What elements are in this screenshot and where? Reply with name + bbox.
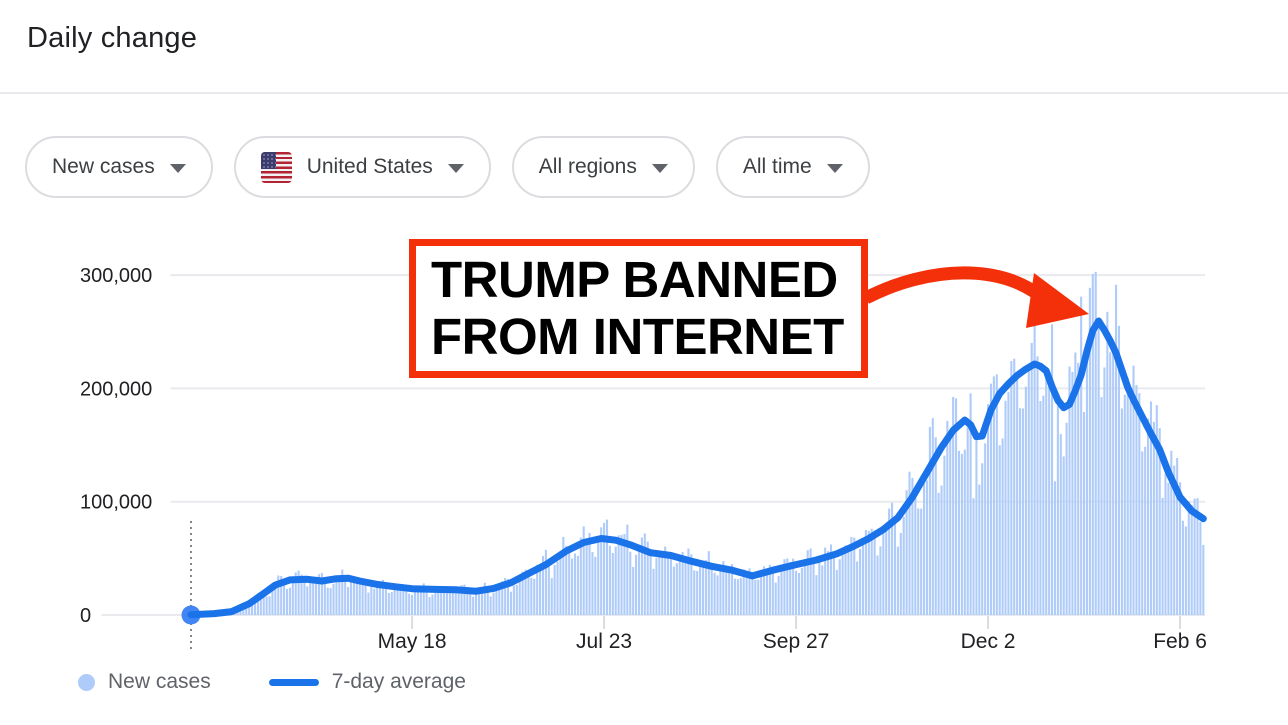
svg-text:Dec 2: Dec 2 (961, 630, 1016, 653)
filter-metric-label: New cases (52, 155, 155, 178)
legend-new-cases: New cases (78, 670, 211, 694)
svg-text:Sep 27: Sep 27 (763, 630, 830, 653)
chevron-down-icon (651, 164, 668, 173)
filter-region-label: All regions (538, 155, 637, 178)
filter-time-label: All time (742, 155, 812, 178)
legend-7day-average-label: 7-day average (331, 670, 466, 693)
chevron-down-icon (447, 164, 464, 173)
filter-country-label: United States (306, 155, 433, 178)
svg-text:0: 0 (80, 605, 91, 627)
start-marker (181, 521, 201, 653)
filter-country[interactable]: United States (233, 136, 491, 198)
svg-text:300,000: 300,000 (80, 265, 152, 287)
svg-text:200,000: 200,000 (80, 378, 152, 400)
y-axis-labels: 0 100,000 200,000 300,000 (80, 265, 152, 627)
seven-day-average-swatch (268, 678, 319, 686)
x-axis: May 18 Jul 23 Sep 27 Dec 2 Feb 6 (378, 616, 1207, 653)
annotation-line1: TRUMP BANNED (431, 251, 838, 308)
bars-layer (189, 271, 1205, 615)
page-title: Daily change (27, 22, 198, 54)
chevron-down-icon (169, 164, 186, 173)
svg-text:May 18: May 18 (378, 630, 447, 653)
chevron-down-icon (826, 164, 843, 173)
chart-legend: New cases 7-day average (78, 670, 466, 694)
filter-region[interactable]: All regions (511, 136, 695, 198)
legend-7day-average: 7-day average (268, 670, 466, 694)
filter-metric[interactable]: New cases (25, 136, 213, 198)
annotation-line2: FROM INTERNET (431, 308, 844, 365)
us-flag-icon (260, 151, 292, 183)
svg-text:Jul 23: Jul 23 (576, 630, 632, 653)
avg-line (187, 317, 1207, 619)
filter-bar: New cases United States All regions All … (25, 136, 870, 198)
legend-new-cases-label: New cases (108, 670, 211, 693)
svg-text:100,000: 100,000 (80, 492, 152, 514)
filter-time[interactable]: All time (715, 136, 870, 198)
annotation-box: TRUMP BANNED FROM INTERNET (409, 239, 868, 378)
svg-text:Feb 6: Feb 6 (1153, 630, 1207, 653)
new-cases-swatch (78, 673, 95, 691)
header-divider (0, 92, 1288, 94)
